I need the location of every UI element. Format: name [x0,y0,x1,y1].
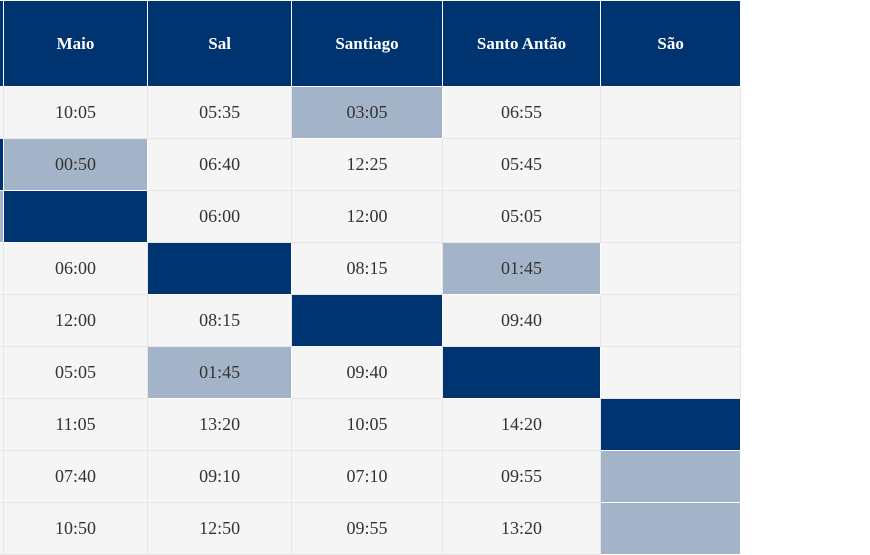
table-cell [600,398,741,451]
header-santiago: Santiago [291,0,443,87]
table-body: 10:05 05:35 03:05 06:55 00:50 06:40 12:25 05:45… [0,86,741,555]
table-cell [147,242,293,295]
table-cell: 06:40 [147,138,293,191]
table-cell: 10:05 [2,86,149,139]
table-cell: 11:05 [2,398,149,451]
table-row: 12:00 08:15 09:40 [0,294,741,347]
table-cell: 01:45 [441,242,602,295]
header-row: Maio Sal Santiago Santo Antão São [0,0,741,87]
table-cell: 05:05 [441,190,602,243]
table-cell: 08:15 [291,242,443,295]
table-cell: 14:20 [441,398,602,451]
header-sao: São [600,0,741,87]
header-maio: Maio [2,0,149,87]
table-cell [600,294,741,347]
table-cell: 09:40 [441,294,602,347]
table-cell: 10:05 [291,398,443,451]
table-row: 07:40 09:10 07:10 09:55 [0,450,741,503]
table-row: 05:05 01:45 09:40 [0,346,741,399]
table-cell: 09:55 [291,502,443,555]
header-santo-antao: Santo Antão [441,0,602,87]
table-cell: 07:10 [291,450,443,503]
table-cell: 12:50 [147,502,293,555]
table-cell [600,86,741,139]
table-cell: 13:20 [147,398,293,451]
table-row: 06:00 12:00 05:05 [0,190,741,243]
table-cell [600,190,741,243]
table-cell: 03:05 [291,86,443,139]
table-row: 00:50 06:40 12:25 05:45 [0,138,741,191]
table-cell: 06:00 [2,242,149,295]
table-cell: 06:00 [147,190,293,243]
table-cell [2,190,149,243]
table-cell: 09:10 [147,450,293,503]
table-row: 11:05 13:20 10:05 14:20 [0,398,741,451]
table-cell: 05:45 [441,138,602,191]
table-cell: 12:00 [2,294,149,347]
table-cell: 05:35 [147,86,293,139]
table-cell: 09:55 [441,450,602,503]
table-cell [600,502,741,555]
table-row: 10:50 12:50 09:55 13:20 [0,502,741,555]
table-row: 10:05 05:35 03:05 06:55 [0,86,741,139]
table-cell: 13:20 [441,502,602,555]
table-cell [600,346,741,399]
table-cell: 10:50 [2,502,149,555]
table-cell: 01:45 [147,346,293,399]
table-header: Maio Sal Santiago Santo Antão São [0,0,741,87]
table-cell [441,346,602,399]
table-cell: 09:40 [291,346,443,399]
table-cell: 05:05 [2,346,149,399]
table-cell: 12:25 [291,138,443,191]
header-sal: Sal [147,0,293,87]
table-cell: 08:15 [147,294,293,347]
table-cell [600,242,741,295]
table-cell [291,294,443,347]
travel-time-table: Maio Sal Santiago Santo Antão São 10:05 0… [0,0,741,555]
table-cell: 12:00 [291,190,443,243]
table-cell [600,138,741,191]
table-row: 06:00 08:15 01:45 [0,242,741,295]
table-cell: 06:55 [441,86,602,139]
table-cell: 07:40 [2,450,149,503]
table-cell [600,450,741,503]
table-cell: 00:50 [2,138,149,191]
